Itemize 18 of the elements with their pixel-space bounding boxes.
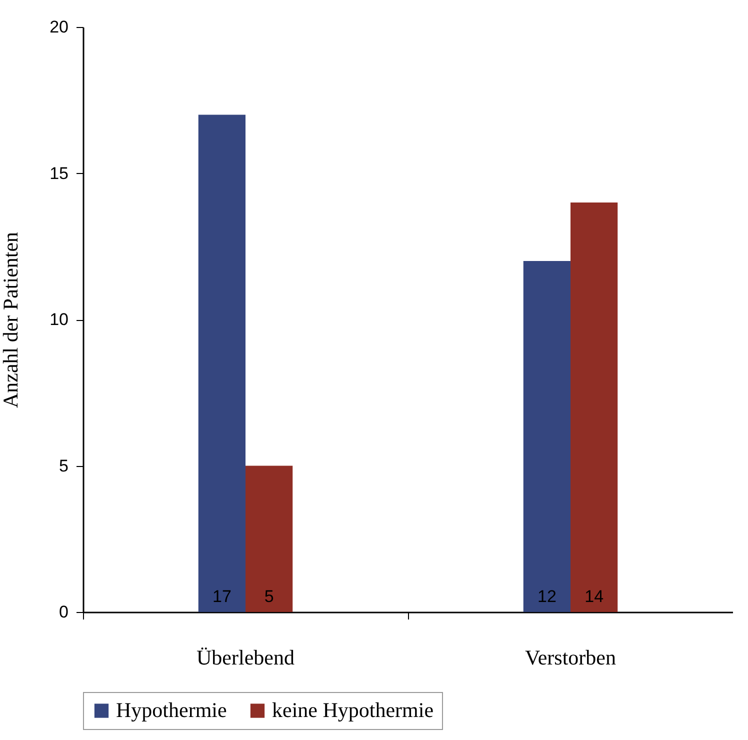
legend-label: keine Hypothermie bbox=[272, 698, 434, 722]
data-label: 12 bbox=[537, 587, 556, 606]
data-label: 14 bbox=[584, 587, 604, 606]
y-tick-label: 10 bbox=[50, 310, 68, 329]
y-tick-label: 5 bbox=[59, 456, 68, 476]
y-tick-label: 15 bbox=[50, 164, 68, 183]
bar bbox=[246, 466, 293, 612]
y-tick-label: 0 bbox=[59, 602, 68, 622]
bar bbox=[198, 114, 246, 612]
bar bbox=[523, 261, 570, 612]
x-tick-label: Verstorben bbox=[525, 646, 616, 670]
bar bbox=[570, 202, 618, 612]
y-tick-label: 20 bbox=[50, 18, 68, 36]
legend-label: Hypothermie bbox=[116, 698, 227, 722]
x-tick-label: Überlebend bbox=[196, 646, 295, 670]
data-label: 17 bbox=[212, 587, 232, 606]
data-label: 5 bbox=[264, 587, 274, 606]
y-axis-title: Anzahl der Patienten bbox=[0, 231, 23, 408]
